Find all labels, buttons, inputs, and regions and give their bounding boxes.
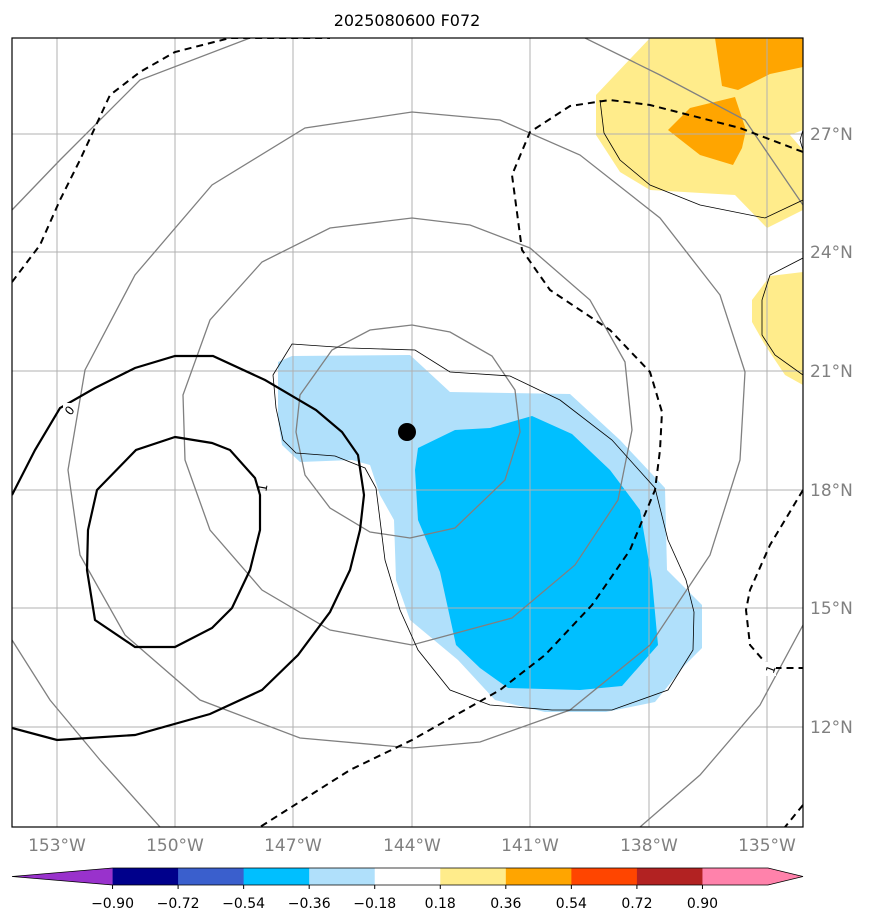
colorbar-tick-label: 0.90 — [687, 896, 718, 912]
dashed-contour-se-corner — [784, 804, 803, 827]
longitude-labels: 153°W 150°W 147°W 144°W 141°W 138°W 135°… — [28, 836, 796, 856]
storm-center-marker — [398, 423, 416, 441]
lat-label: 24°N — [810, 243, 853, 263]
colorbar-tick-label: 0.18 — [425, 896, 456, 912]
latitude-labels: 27°N 24°N 21°N 18°N 15°N 12°N — [810, 125, 853, 738]
colorbar-segment — [112, 868, 179, 885]
dashed-contour-east — [259, 98, 803, 827]
colorbar-segment — [571, 868, 638, 885]
thin-contour-east — [761, 257, 803, 376]
gray-contour-2 — [182, 217, 633, 646]
lat-label: 15°N — [810, 599, 853, 619]
gray-contours — [12, 38, 803, 827]
solid-contour-zero — [12, 354, 366, 742]
colorbar-segment — [309, 868, 376, 885]
blue-region — [415, 416, 658, 690]
lat-label: 21°N — [810, 362, 853, 382]
colorbar-tick-label: −0.36 — [288, 896, 331, 912]
gray-contour-1 — [295, 324, 521, 539]
colorbar-tick-label: −0.90 — [91, 896, 134, 912]
shaded-field — [278, 38, 803, 712]
colorbar-tick-label: −0.18 — [353, 896, 396, 912]
colorbar-tick-label: −0.54 — [222, 896, 265, 912]
gray-contour-4 — [12, 38, 803, 827]
lon-label: 144°W — [383, 836, 441, 856]
lon-label: 153°W — [28, 836, 86, 856]
colorbar: −0.90 −0.72 −0.54 −0.36 −0.18 0.18 0.36 0.54 0.7… — [11, 867, 804, 912]
colorbar-tick-label: 0.72 — [621, 896, 652, 912]
lon-label: 150°W — [146, 836, 204, 856]
colorbar-segment — [440, 868, 507, 885]
map-area — [12, 38, 803, 827]
colorbar-extend-high — [768, 868, 803, 885]
dashed-contour-se — [744, 489, 803, 669]
lat-label: 27°N — [810, 125, 853, 145]
figure-title: 2025080600 F072 — [334, 11, 481, 30]
contour-label-one: 1 — [255, 483, 270, 493]
dashed-black-contours — [12, 38, 803, 827]
colorbar-tick-label: −0.72 — [157, 896, 200, 912]
colorbar-tick-label: 0.54 — [556, 896, 587, 912]
thin-contour-ne — [799, 129, 803, 151]
gridlines — [12, 38, 803, 827]
thin-contour-north — [599, 99, 803, 219]
colorbar-tick-label: 0.36 — [490, 896, 521, 912]
orange-region-1 — [715, 38, 803, 90]
contour-label-one-east: 1 — [763, 663, 779, 675]
lat-label: 12°N — [810, 718, 853, 738]
map-frame — [11, 37, 804, 828]
colorbar-segment — [702, 868, 769, 885]
lon-label: 141°W — [501, 836, 559, 856]
lon-label: 147°W — [264, 836, 322, 856]
thin-contour-center — [272, 343, 695, 711]
colorbar-segment — [505, 868, 572, 885]
contour-label-bg — [63, 403, 75, 417]
lon-label: 135°W — [738, 836, 796, 856]
colorbar-segment — [243, 868, 310, 885]
colorbar-segment — [178, 868, 245, 885]
thin-black-contours — [272, 99, 803, 711]
solid-contour-one — [85, 435, 262, 649]
dashed-contour-west — [12, 38, 330, 283]
contour-label-bg — [764, 662, 776, 676]
lat-label: 18°N — [810, 481, 853, 501]
colorbar-extend-low — [12, 868, 113, 885]
colorbar-segment — [636, 868, 703, 885]
yellow-region-east — [752, 272, 803, 385]
gray-contour-3 — [67, 111, 746, 749]
lon-label: 138°W — [620, 836, 678, 856]
solid-black-contours — [12, 354, 366, 742]
colorbar-segment — [374, 868, 441, 885]
